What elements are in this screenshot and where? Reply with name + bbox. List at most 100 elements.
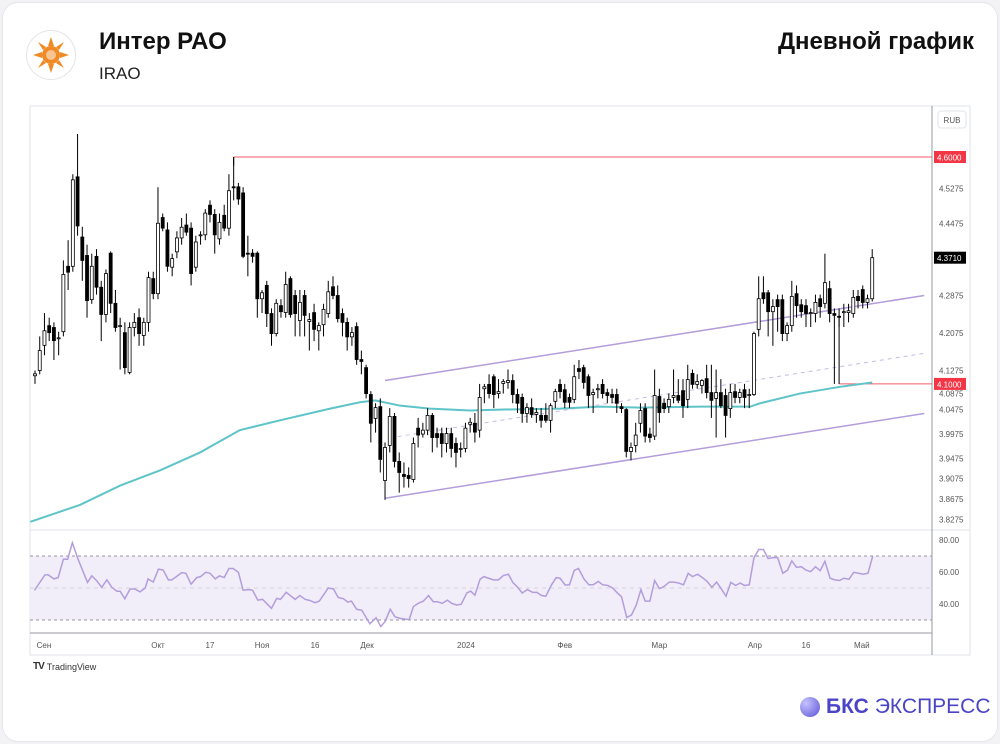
- currency-box: [937, 110, 967, 129]
- price-tick: 3.9075: [939, 475, 964, 484]
- candle-body: [151, 278, 156, 295]
- candle-body: [685, 379, 690, 400]
- candle-body: [354, 326, 359, 360]
- candle-body: [345, 321, 350, 338]
- candle-body: [539, 415, 544, 421]
- candle-body: [89, 265, 94, 301]
- candle-body: [236, 186, 241, 200]
- time-tick: Фев: [557, 641, 572, 650]
- candle-body: [420, 429, 425, 435]
- tradingview-label: TradingView: [46, 661, 97, 672]
- price-tick: 4.1275: [939, 367, 964, 376]
- candle-body: [633, 434, 638, 446]
- candle-body: [227, 190, 231, 229]
- candle-body: [614, 394, 619, 404]
- candle-body: [250, 252, 255, 257]
- candle-body: [231, 186, 236, 189]
- level-price-label: 4.6000: [937, 154, 962, 163]
- currency-label: RUB: [944, 116, 961, 125]
- candle-body: [733, 391, 737, 398]
- candle-body: [657, 396, 662, 413]
- candle-body: [577, 368, 581, 372]
- candle-body: [118, 325, 123, 328]
- candle-body: [160, 217, 165, 229]
- candle-body: [510, 380, 515, 395]
- candle-body: [359, 359, 364, 362]
- candle-body: [208, 204, 212, 215]
- candle-body: [595, 388, 600, 391]
- candle-body: [416, 427, 421, 436]
- candle-body: [548, 405, 553, 421]
- price-tick: 4.4475: [939, 219, 964, 228]
- candle-body: [198, 234, 203, 237]
- candle-body: [789, 296, 794, 327]
- tv-icon: TV: [33, 661, 45, 672]
- candle-body: [804, 305, 808, 314]
- candle-body: [274, 302, 279, 334]
- rsi-tick: 40.00: [939, 600, 960, 609]
- candle-body: [189, 227, 193, 274]
- candle-body: [397, 461, 402, 473]
- candle-body: [255, 252, 260, 300]
- candle-body: [496, 391, 501, 394]
- candle-body: [818, 298, 823, 307]
- candle-body: [113, 302, 118, 328]
- chart-type-title: Дневной график: [777, 28, 974, 55]
- candle-body: [794, 293, 799, 307]
- candle-body: [472, 422, 477, 433]
- candle-body: [690, 372, 695, 385]
- candle-body: [269, 313, 274, 334]
- candle-body: [543, 415, 548, 421]
- candle-body: [648, 433, 652, 438]
- candle-body: [37, 350, 42, 371]
- candle-body: [808, 312, 813, 314]
- candle-body: [827, 288, 832, 314]
- channel-lower-line: [384, 412, 925, 500]
- candle-body: [104, 273, 108, 315]
- candle-body: [799, 304, 804, 313]
- price-tick: 3.8275: [939, 516, 964, 525]
- candle-body: [458, 448, 463, 450]
- rsi-tick: 60.00: [939, 568, 960, 577]
- candle-body: [761, 292, 766, 300]
- candle-body: [813, 302, 818, 314]
- candle-body: [425, 415, 430, 431]
- candle-body: [94, 255, 99, 288]
- candle-body: [454, 443, 458, 453]
- price-tick: 4.0875: [939, 389, 964, 398]
- brand-bold: БКС: [826, 695, 869, 718]
- candle-body: [770, 306, 775, 313]
- candle-body: [605, 392, 610, 396]
- candle-body: [638, 410, 643, 424]
- candle-body: [534, 412, 539, 415]
- candle-body: [586, 376, 591, 396]
- candle-body: [487, 383, 491, 394]
- candle-body: [785, 325, 789, 334]
- candle-body: [619, 406, 624, 410]
- time-tick: Дек: [360, 641, 374, 650]
- candle-body: [340, 313, 345, 323]
- time-tick: 16: [311, 641, 320, 650]
- candle-body: [61, 274, 66, 333]
- candle-body: [302, 295, 307, 316]
- candle-body: [217, 221, 222, 240]
- level-price-badge: [934, 377, 966, 390]
- candle-body: [439, 433, 444, 444]
- candle-body: [591, 392, 596, 395]
- candle-body: [212, 214, 217, 236]
- candle-body: [127, 327, 132, 373]
- candle-body: [283, 284, 288, 313]
- candle-body: [643, 408, 648, 437]
- candle-body: [241, 192, 246, 257]
- candle-body: [728, 392, 733, 410]
- candle-body: [756, 298, 761, 330]
- candle-body: [146, 277, 151, 323]
- price-tick: 3.8675: [939, 495, 964, 504]
- candle-body: [165, 229, 170, 267]
- candle-body: [780, 299, 785, 334]
- candle-body: [841, 311, 846, 314]
- candle-body: [42, 330, 47, 346]
- bks-express-logo: БКС ЭКСПРЕСС: [800, 695, 991, 719]
- candle-body: [392, 416, 397, 462]
